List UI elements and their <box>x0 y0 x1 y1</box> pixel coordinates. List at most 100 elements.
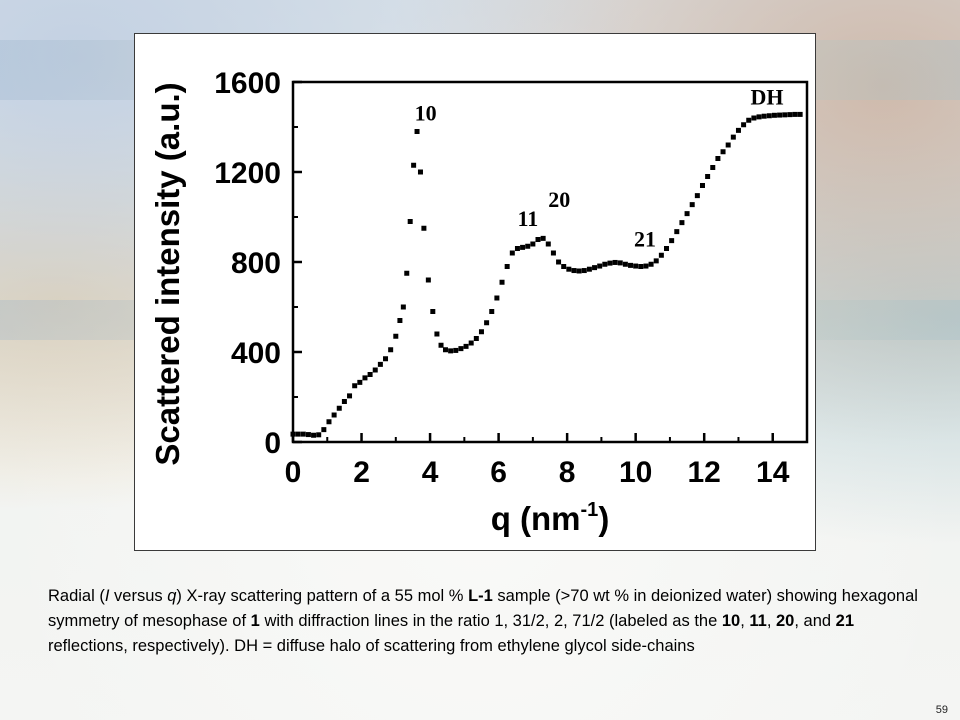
data-point <box>674 229 680 235</box>
data-point <box>581 268 587 274</box>
data-point <box>417 169 423 175</box>
data-point <box>438 342 444 348</box>
data-point <box>377 361 383 367</box>
data-point <box>617 260 623 266</box>
data-point <box>638 264 644 269</box>
data-point <box>489 309 495 314</box>
data-point <box>499 279 505 285</box>
x-tick-label: 0 <box>285 456 302 489</box>
data-point <box>504 264 510 269</box>
data-point <box>643 263 649 269</box>
data-point <box>352 383 358 389</box>
data-point <box>357 379 363 385</box>
data-point <box>367 372 373 377</box>
figure-caption: Radial (I versus q) X-ray scattering pat… <box>48 584 928 659</box>
data-point <box>463 343 469 349</box>
data-point <box>658 252 664 258</box>
plot-area-frame <box>291 80 809 444</box>
data-point <box>607 260 613 266</box>
data-point <box>622 261 628 267</box>
data-point <box>628 262 634 268</box>
data-point <box>648 261 654 267</box>
data-point <box>434 331 440 337</box>
data-point <box>430 309 436 314</box>
data-point <box>771 112 777 118</box>
data-point <box>321 427 327 433</box>
y-tick-label: 0 <box>264 427 281 460</box>
data-point <box>520 244 526 250</box>
x-axis-label-base: q (nm <box>491 500 581 537</box>
peak-annotation-label: 10 <box>415 100 437 125</box>
data-point <box>735 127 741 133</box>
data-point <box>751 115 757 121</box>
data-point <box>694 193 700 199</box>
x-tick-label: 2 <box>353 456 370 489</box>
data-point <box>664 246 670 251</box>
data-point <box>540 235 546 241</box>
data-point <box>725 142 731 148</box>
data-point <box>372 367 378 373</box>
caption-segment: 1 <box>250 612 260 630</box>
data-point <box>311 432 317 438</box>
page-number: 59 <box>935 704 948 716</box>
data-point <box>473 336 479 341</box>
data-point <box>468 340 474 346</box>
data-point <box>586 266 592 272</box>
data-point <box>782 112 788 118</box>
y-tick-label: 1600 <box>214 67 281 100</box>
caption-segment: Radial ( <box>48 587 105 605</box>
peak-annotation-label: 11 <box>517 206 538 231</box>
data-point <box>478 329 484 335</box>
data-point <box>425 277 431 283</box>
data-point <box>556 259 562 265</box>
data-point <box>331 412 337 418</box>
chart-panel: 0 2 4 6 8 10 12 14 0 400 800 1200 1600 Scattered inte… <box>134 33 816 551</box>
data-point <box>397 318 403 323</box>
x-tick-label: 6 <box>490 456 507 489</box>
caption-segment: , <box>740 612 750 630</box>
caption-segment: with diffraction lines in the ratio 1, 3… <box>259 612 722 630</box>
y-tick-label: 400 <box>231 337 281 370</box>
data-point <box>669 238 675 244</box>
data-point <box>576 268 582 274</box>
caption-segment: , <box>766 612 776 630</box>
data-point <box>746 117 752 123</box>
data-point <box>550 250 556 256</box>
data-point <box>561 264 567 269</box>
data-point <box>766 113 772 119</box>
data-point <box>602 261 608 267</box>
data-point <box>597 263 603 269</box>
data-point <box>684 211 690 217</box>
peak-annotation-label: 21 <box>634 226 656 251</box>
caption-segment: 20 <box>776 612 795 630</box>
caption-segment: I <box>104 587 110 605</box>
data-point <box>787 112 793 118</box>
data-point <box>300 431 306 437</box>
data-point <box>341 399 347 404</box>
data-point <box>730 134 736 140</box>
data-point <box>545 241 551 247</box>
data-point <box>393 333 399 339</box>
data-point <box>388 347 394 353</box>
caption-segment: ) X-ray scattering pattern of a 55 mol % <box>176 587 469 605</box>
data-point <box>566 266 572 272</box>
caption-segment: 21 <box>835 612 855 630</box>
caption-segment: 10 <box>721 612 741 630</box>
data-point <box>653 258 659 264</box>
data-point <box>407 219 413 224</box>
scattering-chart: 0 2 4 6 8 10 12 14 0 400 800 1200 1600 Scattered inte… <box>149 67 809 537</box>
data-point <box>362 375 368 381</box>
data-point <box>316 432 322 438</box>
data-point <box>514 246 520 251</box>
x-axis-label-superscript: -1 <box>581 499 599 521</box>
data-point <box>633 263 639 269</box>
data-point <box>777 112 783 118</box>
data-point <box>458 346 464 352</box>
caption-segment: 11 <box>749 612 767 630</box>
y-tick-label: 1200 <box>214 157 281 190</box>
caption-segment: reflections, respectively). DH = diffuse… <box>48 637 695 655</box>
data-point <box>741 122 747 128</box>
data-point <box>509 250 515 256</box>
caption-segment: L-1 <box>468 587 493 605</box>
data-point <box>530 241 536 247</box>
